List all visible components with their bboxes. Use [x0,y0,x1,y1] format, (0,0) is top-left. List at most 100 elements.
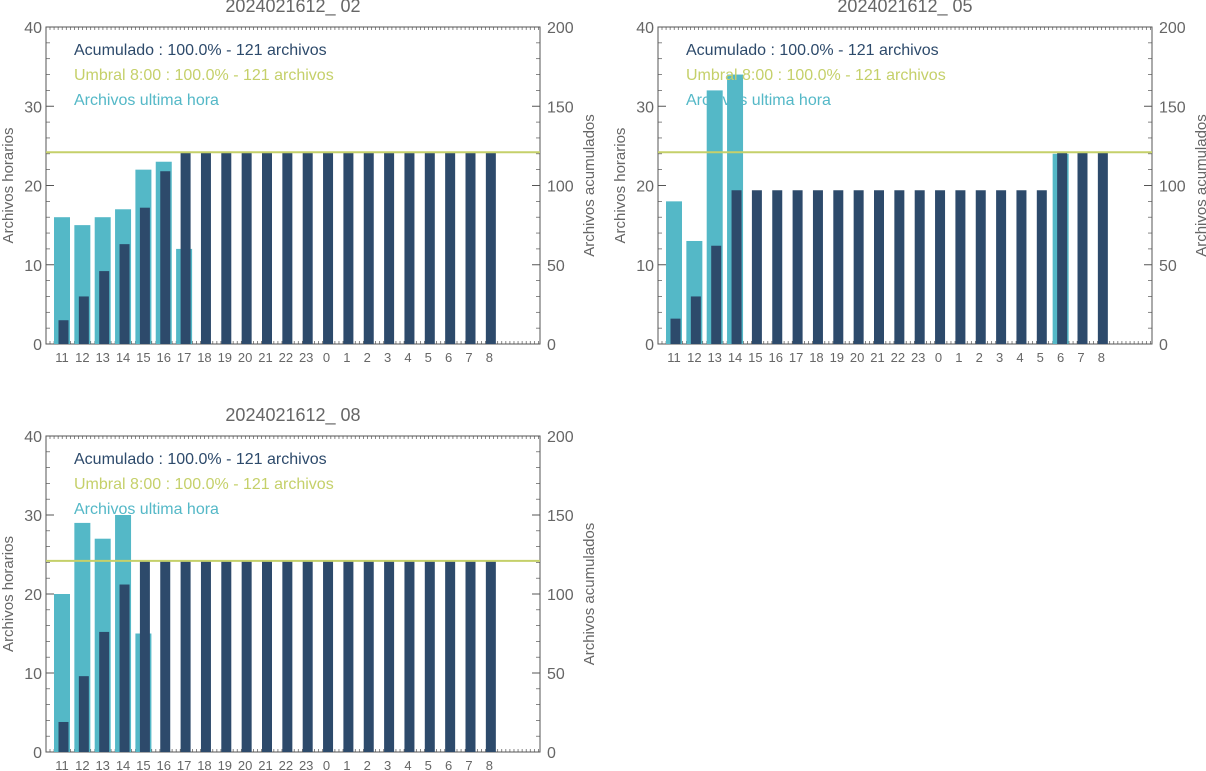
y-left-tick-label: 40 [636,20,654,37]
y-left-tick-label: 30 [24,99,42,116]
x-tick-label: 8 [1098,350,1105,365]
y-right-axis-label: Archivos acumulados [1193,114,1206,257]
y-right-tick-label: 50 [1159,258,1177,275]
bar-accumulated [323,152,334,344]
bar-accumulated [935,190,946,344]
bar-accumulated [282,152,293,344]
y-right-tick-label: 50 [547,258,565,275]
bar-hourly [54,594,70,752]
bar-accumulated [99,271,110,344]
x-tick-label: 18 [197,758,211,771]
bar-accumulated [751,190,762,344]
x-tick-label: 21 [258,758,272,771]
x-tick-label: 21 [258,350,272,365]
x-tick-label: 8 [486,350,493,365]
bar-accumulated [200,560,211,752]
y-left-tick-label: 30 [24,508,42,525]
y-right-tick-label: 100 [547,587,574,604]
x-tick-label: 2 [364,758,371,771]
x-tick-label: 5 [425,350,432,365]
x-tick-label: 4 [404,758,411,771]
x-tick-label: 20 [238,758,252,771]
y-right-tick-label: 100 [547,179,574,196]
y-right-axis-label: Archivos acumulados [581,114,598,257]
bar-accumulated [343,560,354,752]
x-tick-label: 11 [55,350,69,365]
bar-accumulated [424,560,435,752]
y-right-tick-label: 150 [547,508,574,525]
y-right-tick-label: 0 [1159,337,1168,354]
legend-entry: Acumulado : 100.0% - 121 archivos [74,42,327,59]
bar-accumulated [670,318,681,344]
bar-accumulated [262,152,272,344]
y-left-axis-label: Archivos horarios [0,536,17,652]
x-tick-label: 22 [279,350,293,365]
x-tick-label: 17 [177,758,191,771]
y-right-tick-label: 150 [547,99,574,116]
x-tick-label: 11 [55,758,69,771]
y-left-tick-label: 0 [33,745,42,762]
bar-accumulated [424,152,435,344]
x-tick-label: 14 [116,350,130,365]
x-tick-label: 3 [384,350,391,365]
y-left-tick-label: 20 [24,587,42,604]
x-tick-label: 7 [1077,350,1084,365]
bar-accumulated [160,560,171,752]
x-tick-label: 22 [891,350,905,365]
x-tick-label: 7 [465,758,472,771]
y-left-tick-label: 20 [24,179,42,196]
bar-accumulated [58,320,69,344]
bar-accumulated [465,560,476,752]
bar-accumulated [343,152,354,344]
x-tick-label: 7 [465,350,472,365]
x-tick-label: 6 [445,758,452,771]
chart-panel-3: 2024021612_ 08010203040050100150200Archi… [0,405,598,771]
y-right-tick-label: 200 [547,20,574,37]
bar-accumulated [975,190,986,344]
bar-accumulated [180,152,191,344]
x-tick-label: 2 [976,350,983,365]
legend-entry: Acumulado : 100.0% - 121 archivos [74,451,327,468]
x-tick-label: 20 [850,350,864,365]
bar-accumulated [180,560,191,752]
bar-accumulated [302,152,313,344]
legend-entry: Umbral 8:00 : 100.0% - 121 archivos [74,476,334,493]
bar-accumulated [160,171,171,344]
y-right-tick-label: 0 [547,337,556,354]
bar-accumulated [241,560,252,752]
chart-panel-2: 2024021612_ 05010203040050100150200Archi… [612,0,1206,365]
y-right-axis-label: Archivos acumulados [581,523,598,666]
bar-hourly [54,217,70,344]
bar-accumulated [363,560,374,752]
x-tick-label: 0 [935,350,942,365]
x-tick-label: 16 [157,350,171,365]
bar-accumulated [792,190,803,344]
legend-entry: Acumulado : 100.0% - 121 archivos [686,42,939,59]
legend-entry: Umbral 8:00 : 100.0% - 121 archivos [74,67,334,84]
x-tick-label: 18 [197,350,211,365]
x-tick-label: 17 [177,350,191,365]
x-tick-label: 6 [1057,350,1064,365]
bar-accumulated [894,190,905,344]
bar-accumulated [282,560,293,752]
x-tick-label: 23 [911,350,925,365]
y-left-tick-label: 40 [24,20,42,37]
x-tick-label: 15 [748,350,762,365]
y-right-tick-label: 200 [547,429,574,446]
x-tick-label: 19 [218,350,232,365]
bar-accumulated [485,560,496,752]
bar-accumulated [221,152,232,344]
y-left-tick-label: 30 [636,99,654,116]
bar-accumulated [119,244,130,344]
bar-accumulated [139,207,150,344]
bar-accumulated [445,152,456,344]
x-tick-label: 3 [996,350,1003,365]
x-tick-label: 0 [323,758,330,771]
y-left-tick-label: 0 [645,337,654,354]
bar-accumulated [363,152,374,344]
bar-accumulated [1057,152,1068,344]
bar-accumulated [78,676,89,752]
x-tick-label: 22 [279,758,293,771]
y-right-tick-label: 200 [1159,20,1186,37]
x-tick-label: 4 [404,350,411,365]
